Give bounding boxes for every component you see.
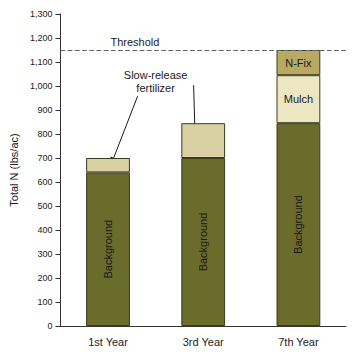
svg-text:Background: Background — [292, 195, 304, 254]
svg-text:Slow-release: Slow-release — [124, 69, 188, 81]
svg-text:1,100: 1,100 — [30, 57, 53, 67]
svg-text:800: 800 — [37, 129, 52, 139]
svg-text:1,000: 1,000 — [30, 81, 53, 91]
svg-text:Threshold: Threshold — [110, 36, 159, 48]
svg-text:3rd Year: 3rd Year — [183, 336, 224, 348]
svg-text:700: 700 — [37, 153, 52, 163]
svg-text:0: 0 — [47, 321, 52, 331]
svg-text:Total N (lbs/ac): Total N (lbs/ac) — [8, 133, 20, 206]
svg-text:500: 500 — [37, 201, 52, 211]
svg-text:600: 600 — [37, 177, 52, 187]
svg-text:200: 200 — [37, 273, 52, 283]
svg-text:Background: Background — [102, 220, 114, 279]
svg-text:1,300: 1,300 — [30, 9, 53, 19]
svg-text:1,200: 1,200 — [30, 33, 53, 43]
svg-text:7th Year: 7th Year — [278, 336, 319, 348]
svg-text:1st Year: 1st Year — [88, 336, 128, 348]
svg-text:100: 100 — [37, 297, 52, 307]
svg-text:900: 900 — [37, 105, 52, 115]
svg-text:Mulch: Mulch — [284, 93, 313, 105]
svg-text:N-Fix: N-Fix — [285, 57, 312, 69]
svg-text:fertilizer: fertilizer — [136, 82, 175, 94]
svg-text:300: 300 — [37, 249, 52, 259]
svg-text:Background: Background — [197, 213, 209, 272]
svg-text:400: 400 — [37, 225, 52, 235]
